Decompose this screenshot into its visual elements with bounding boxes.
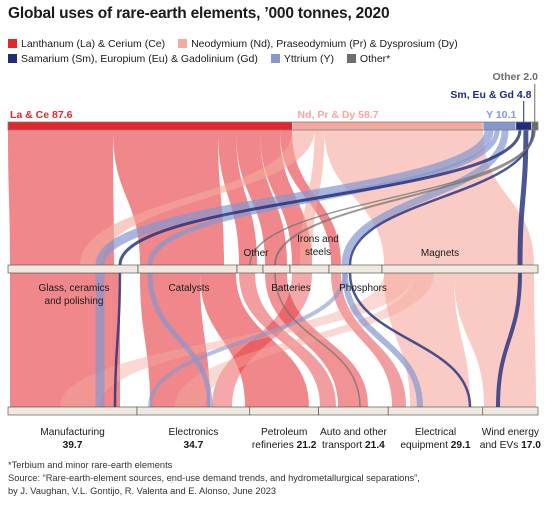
link-phosphors-y-electrical	[342, 272, 423, 408]
sector-label-0-1: 39.7	[63, 440, 83, 451]
legend-swatch-nd-pr-dy	[178, 39, 188, 48]
link-irons-electronics	[212, 273, 312, 407]
sector-label-4-1: equipment 29.1	[400, 440, 471, 451]
link-glass-sm-manufacturing	[113, 272, 122, 408]
app-node-3	[262, 264, 291, 274]
top-label-other: Other 2.0	[492, 71, 538, 83]
sankey-links	[8, 129, 536, 408]
sector-node-2	[249, 406, 319, 416]
sector-label-5-0: Wind energy	[482, 427, 540, 438]
link-la-ce-other	[218, 130, 257, 265]
sector-node-1	[136, 406, 251, 416]
sector-label-5-1: and EVs 17.0	[480, 440, 542, 451]
sector-node-0	[7, 406, 138, 416]
link-batteries-other-auto	[274, 272, 361, 408]
footnote: *Terbium and minor rare-earth elements	[8, 460, 173, 470]
sector-label-3-1: transport 21.4	[322, 440, 385, 451]
link-phosphors-y-electronics	[148, 272, 347, 408]
legend-item-sm-eu-gd: Samarium (Sm), Europium (Eu) & Gadoliniu…	[8, 52, 258, 67]
link-other-auto	[239, 273, 336, 407]
app-label-irons-steels-0: Irons and	[297, 234, 339, 245]
app-label-batteries: Batteries	[271, 283, 310, 294]
bar-other	[531, 121, 539, 131]
legend-label-la-ce: Lanthanum (La) & Cerium (Ce)	[21, 38, 166, 50]
top-label-sm_eu_gd: Sm, Eu & Gd 4.8	[450, 89, 531, 101]
legend-label-nd-pr-dy: Neodymium (Nd), Praseodymium (Pr) & Dysp…	[191, 38, 458, 50]
link-catalysts-refineries	[200, 273, 309, 407]
bar-nd_pr_dy	[292, 121, 484, 131]
legend-item-la-ce: Lanthanum (La) & Cerium (Ce)	[8, 37, 165, 52]
sector-label-4-0: Electrical	[415, 427, 456, 438]
link-magnets-electronics	[175, 273, 434, 407]
sector-node-5	[482, 406, 539, 416]
top-bar-outline	[7, 121, 539, 131]
link-magnets-sm-wind	[496, 272, 522, 408]
source-line-2: by J. Vaughan, V.L. Gontijo, R. Valenta …	[8, 486, 277, 496]
link-catalysts-y-electronics	[147, 272, 213, 408]
sector-label-3-0: Auto and other	[320, 427, 387, 438]
app-node-2	[236, 264, 264, 274]
bar-sm_eu_gd	[515, 121, 532, 131]
app-label-other: Other	[243, 248, 269, 259]
top-label-nd_pr_dy: Nd, Pr & Dy 58.7	[297, 109, 378, 121]
app-label-irons-steels-1: steels	[305, 247, 331, 258]
sankey-chart: La & Ce 87.6 Nd, Pr & Dy 58.7 Y 10.1 Sm, Eu…	[7, 71, 542, 451]
sector-label-2-1: refineries 21.2	[252, 440, 317, 451]
source-line-1: Source: “Rare-earth-element sources, end…	[8, 473, 420, 483]
app-node-1	[137, 264, 238, 274]
notes: *Terbium and minor rare-earth elements S…	[8, 459, 420, 498]
link-la-ce-glass	[8, 130, 114, 265]
app-label-phosphors: Phosphors	[339, 283, 387, 294]
app-node-6	[381, 264, 539, 274]
app-label-glass-0: Glass, ceramics	[38, 283, 109, 294]
link-magnets-electrical	[384, 273, 470, 407]
link-phosphors-electrical	[331, 273, 406, 407]
app-node-5	[328, 264, 383, 274]
chart-title: Global uses of rare-earth elements, ’000…	[8, 5, 390, 22]
legend-item-other: Other*	[346, 52, 391, 67]
app-label-magnets: Magnets	[421, 248, 459, 259]
top-label-la_ce: La & Ce 87.6	[10, 109, 73, 121]
link-sm-phosphors	[348, 129, 535, 266]
sector-label-1-0: Electronics	[168, 427, 218, 438]
top-label-y: Y 10.1	[486, 109, 516, 121]
link-glass-manufacturing	[10, 273, 120, 407]
legend-swatch-other	[346, 54, 356, 63]
link-nd-glass	[80, 130, 315, 265]
link-magnets-wind-evs	[454, 273, 536, 407]
legend-label-sm-eu-gd: Samarium (Sm), Europium (Eu) & Gadoliniu…	[21, 53, 258, 65]
legend-swatch-y	[270, 54, 280, 63]
sector-node-3	[318, 406, 389, 416]
sector-label-0-0: Manufacturing	[40, 427, 105, 438]
link-other-other	[249, 129, 536, 266]
sector-node-4	[387, 406, 484, 416]
legend: Lanthanum (La) & Cerium (Ce) Neodymium (…	[8, 37, 538, 67]
sector-label-2-0: Petroleum	[261, 427, 307, 438]
legend-swatch-la-ce	[8, 39, 17, 48]
link-phosphors-sm-electrical	[348, 272, 472, 408]
legend-label-y: Yttrium (Y)	[283, 53, 334, 65]
bottom-bar	[7, 406, 539, 416]
sector-label-1-1: 34.7	[183, 440, 203, 451]
legend-swatch-sm-eu-gd	[8, 54, 17, 63]
app-label-catalysts: Catalysts	[168, 283, 209, 294]
app-node-0	[7, 264, 139, 274]
bar-la_ce	[7, 121, 293, 131]
link-magnets-manufacturing	[60, 273, 414, 407]
middle-bar	[7, 264, 539, 274]
legend-item-nd-pr-dy: Neodymium (Nd), Praseodymium (Pr) & Dysp…	[178, 37, 458, 52]
bar-y	[482, 121, 517, 131]
link-y-phosphors	[341, 129, 509, 266]
legend-item-y: Yttrium (Y)	[270, 52, 334, 67]
app-label-glass-1: and polishing	[45, 296, 104, 307]
legend-label-other: Other*	[359, 53, 391, 65]
link-y-glass	[95, 129, 494, 266]
app-node-4	[289, 264, 330, 274]
link-sm-glass	[118, 129, 522, 266]
link-la-ce-batteries	[236, 130, 287, 265]
